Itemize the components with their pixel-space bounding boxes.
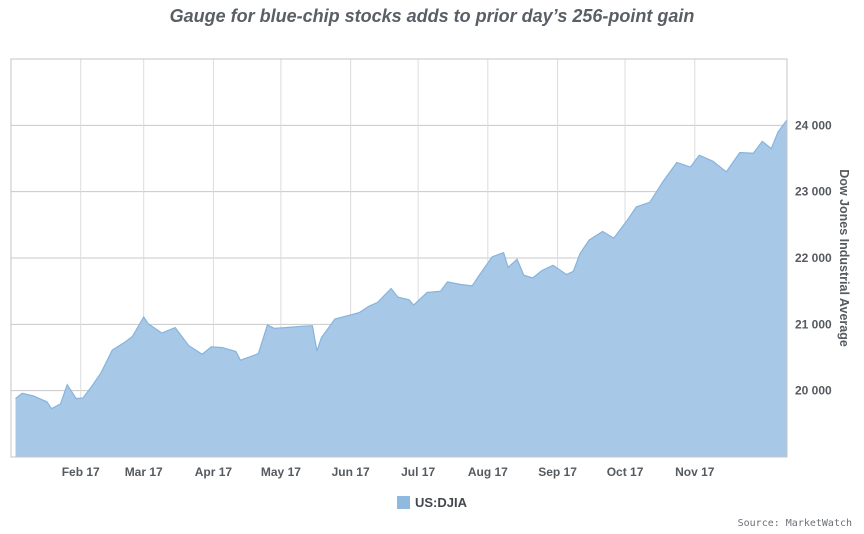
- series-area: [15, 119, 788, 457]
- x-tick-label: Mar 17: [125, 465, 163, 479]
- x-tick-label: Oct 17: [607, 465, 644, 479]
- y-tick-label: 24 000: [795, 118, 832, 132]
- legend-label: US:DJIA: [414, 495, 467, 510]
- series-line: [15, 119, 788, 410]
- x-tick-label: Nov 17: [675, 465, 715, 479]
- x-tick-label: Jul 17: [401, 465, 435, 479]
- plot-frame: [10, 58, 788, 458]
- chart-title: Gauge for blue-chip stocks adds to prior…: [169, 6, 695, 26]
- series-area-fill: [15, 120, 787, 457]
- y-tick-label: 20 000: [795, 384, 832, 398]
- x-tick-label: Apr 17: [195, 465, 233, 479]
- plot-border: [10, 58, 788, 458]
- x-tick-label: May 17: [261, 465, 301, 479]
- y-axis-label: Dow Jones Industrial Average: [837, 169, 851, 347]
- y-tick-label: 23 000: [795, 185, 832, 199]
- y-tick-label: 21 000: [795, 317, 832, 331]
- source-note: Source: MarketWatch: [737, 518, 852, 529]
- x-tick-label: Jun 17: [332, 465, 370, 479]
- legend[interactable]: US:DJIA: [0, 495, 864, 510]
- legend-swatch: [396, 496, 410, 509]
- x-tick-label: Sep 17: [538, 465, 577, 479]
- y-tick-label: 22 000: [795, 251, 832, 265]
- x-tick-label: Feb 17: [62, 465, 100, 479]
- x-tick-label: Aug 17: [468, 465, 508, 479]
- y-axis-ticks: 20 000 21 000 22 000 23 000 24 000: [795, 118, 832, 397]
- x-axis-ticks: Feb 17 Mar 17 Apr 17 May 17 Jun 17 Jul 17 Aug …: [62, 465, 715, 479]
